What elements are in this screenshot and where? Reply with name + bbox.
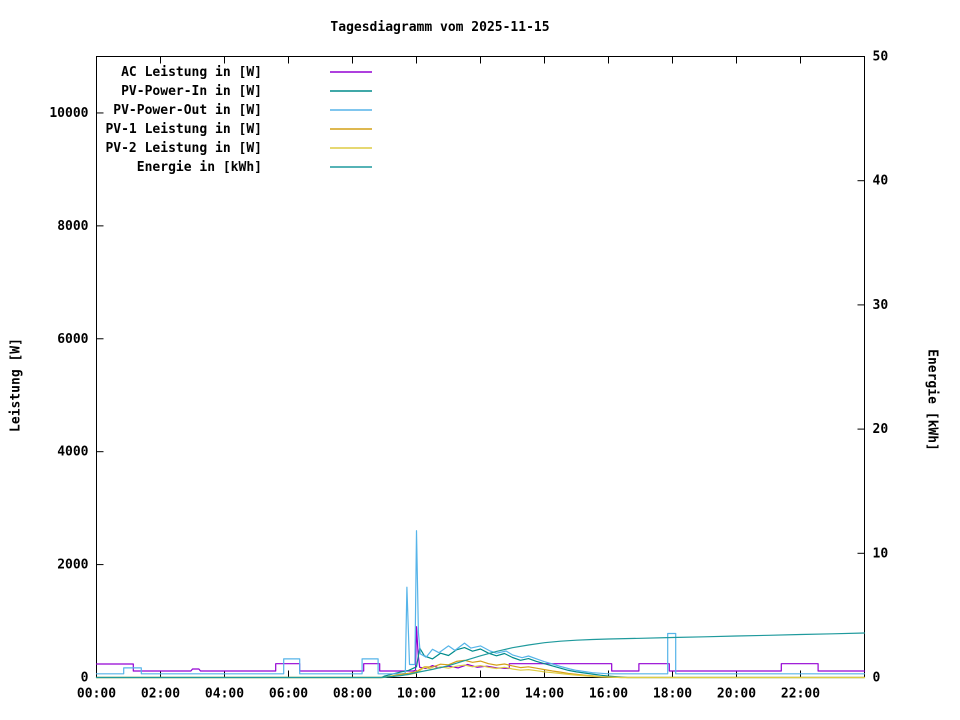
y-tick-label: 4000	[57, 445, 88, 460]
chart-title: Tagesdiagramm vom 2025-11-15	[330, 20, 550, 35]
legend-label: PV-Power-Out in [W]	[113, 103, 262, 118]
legend-label: AC Leistung in [W]	[121, 65, 262, 80]
y-tick-label: 6000	[57, 332, 88, 347]
x-tick-label: 12:00	[461, 687, 500, 702]
x-tick-label: 22:00	[781, 687, 820, 702]
y-tick-label: 0	[81, 671, 89, 686]
y-tick-label: 8000	[57, 219, 88, 234]
y-tick-label: 10000	[49, 106, 88, 121]
x-tick-label: 00:00	[77, 687, 116, 702]
y2-tick-label: 20	[873, 422, 889, 437]
legend-label: PV-1 Leistung in [W]	[105, 122, 262, 137]
series-line	[95, 646, 866, 679]
series-line	[95, 530, 866, 675]
y2-tick-label: 50	[873, 50, 889, 65]
x-tick-label: 06:00	[269, 687, 308, 702]
x-tick-label: 08:00	[333, 687, 372, 702]
legend-label: PV-Power-In in [W]	[121, 84, 262, 99]
x-tick-label: 10:00	[397, 687, 436, 702]
series-line	[95, 659, 866, 679]
x-tick-label: 16:00	[589, 687, 628, 702]
legend-label: PV-2 Leistung in [W]	[105, 141, 262, 156]
x-tick-label: 18:00	[653, 687, 692, 702]
x-tick-label: 14:00	[525, 687, 564, 702]
series-line	[95, 632, 866, 679]
y2-tick-label: 30	[873, 298, 889, 313]
legend-label: Energie in [kWh]	[137, 160, 262, 175]
y2-tick-label: 40	[873, 174, 889, 189]
y2-tick-label: 10	[873, 546, 889, 561]
y-tick-label: 2000	[57, 558, 88, 573]
x-tick-label: 02:00	[141, 687, 180, 702]
x-tick-label: 04:00	[205, 687, 244, 702]
y2-tick-label: 0	[873, 671, 881, 686]
x-tick-label: 20:00	[717, 687, 756, 702]
